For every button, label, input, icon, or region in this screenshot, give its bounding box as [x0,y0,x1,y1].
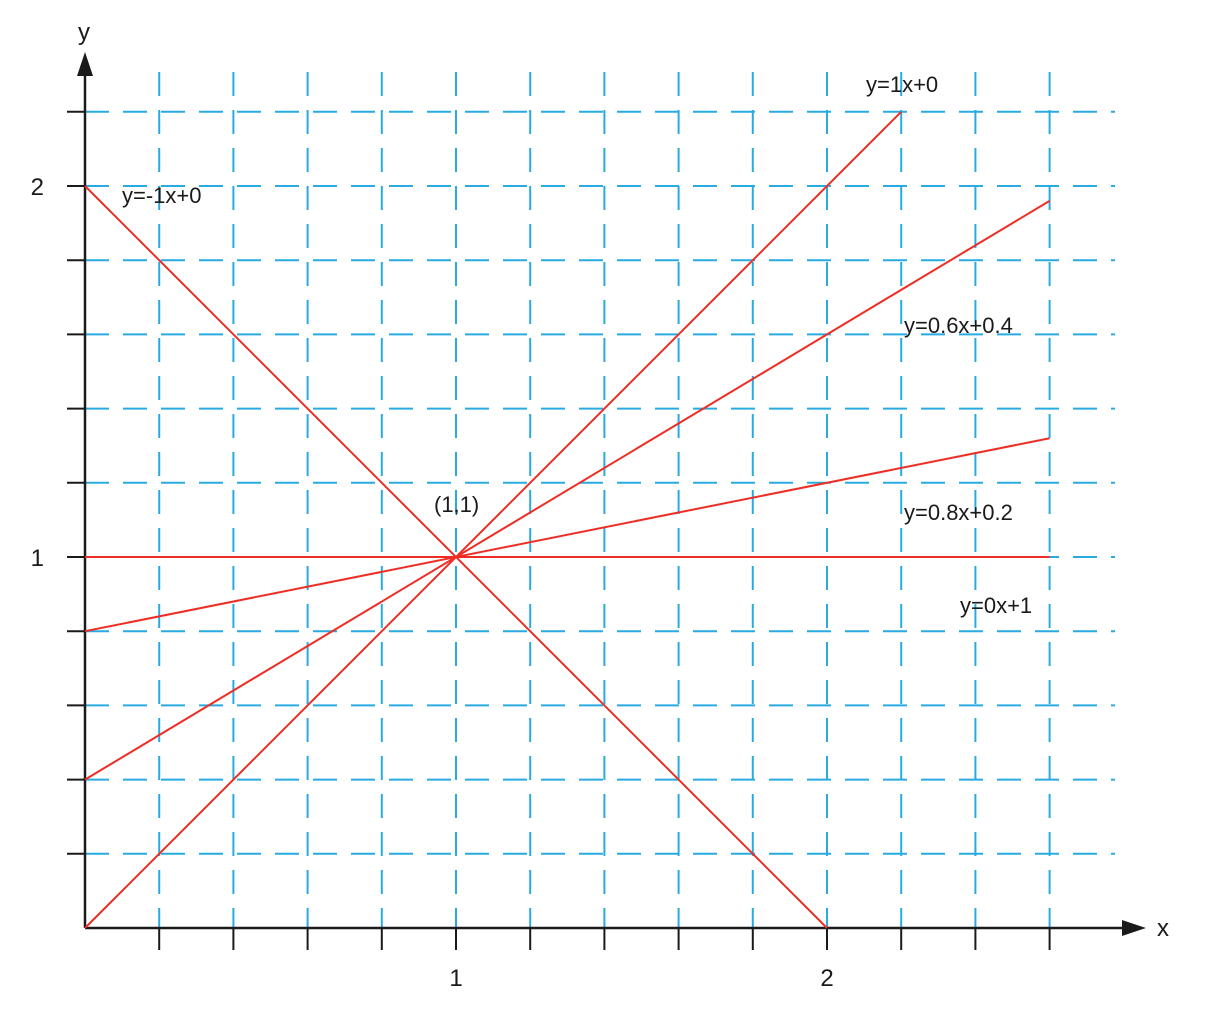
tick-labels: 1 2 1 2 [31,174,834,992]
series-line-4 [84,185,828,929]
series-label-y-0-6x-0-4: y=0.6x+0.4 [904,313,1013,338]
series-line-2 [84,437,1050,633]
y-tick-label: 2 [31,174,44,201]
x-axis-arrow [1122,920,1146,936]
series-label-y-neg1x-0: y=-1x+0 [122,183,202,208]
series-line-1 [84,199,1051,781]
x-tick-label: 1 [449,965,462,992]
y-axis-label: y [78,19,90,46]
series-labels: y=1x+0 y=0.6x+0.4 y=0.8x+0.2 y=0x+1 y=-1… [122,72,1032,618]
series-label-y-1x-0: y=1x+0 [866,72,938,97]
x-tick-label: 2 [820,965,833,992]
grid [85,72,1115,928]
axes: x y [67,19,1169,950]
ticks [67,110,1051,950]
y-tick-label: 1 [31,545,44,572]
series-label-y-0x-1: y=0x+1 [960,593,1032,618]
series-line-0 [84,111,902,929]
x-axis-label: x [1157,915,1169,942]
series-lines [84,111,1051,929]
intersection-point-label: (1,1) [434,492,479,517]
series-label-y-0-8x-0-2: y=0.8x+0.2 [904,500,1013,525]
y-axis-arrow [77,52,93,76]
